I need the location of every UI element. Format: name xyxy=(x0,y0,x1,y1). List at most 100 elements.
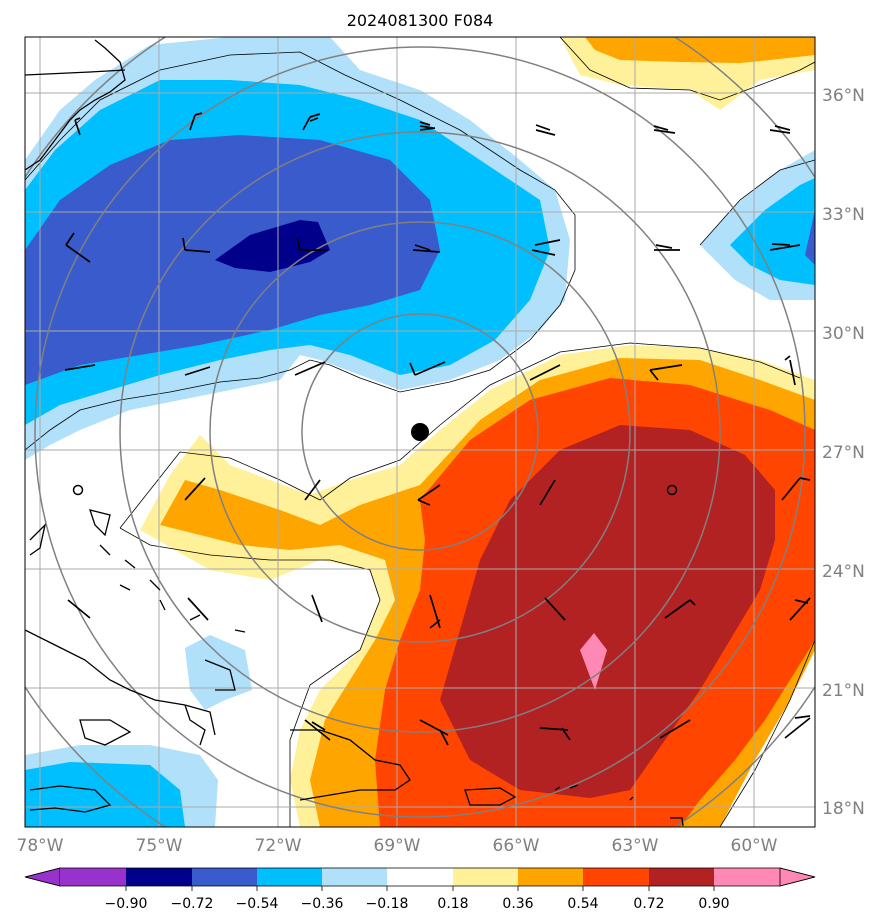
colorbar-label: 0.18 xyxy=(437,896,468,912)
wind-barb xyxy=(184,366,211,376)
colorbar-segment xyxy=(649,868,714,886)
shade-pos-036-north xyxy=(585,37,815,63)
contour-line xyxy=(699,159,815,246)
wind-barb xyxy=(535,124,556,136)
lon-tick-label: 75°W xyxy=(136,836,183,856)
colorbar-segment xyxy=(779,867,816,887)
colorbar-label: 0.54 xyxy=(567,896,598,912)
wind-barb xyxy=(184,477,206,501)
contour-line xyxy=(119,527,381,827)
wind-barb xyxy=(67,599,91,619)
colorbar-segment xyxy=(24,867,61,887)
colorbar-label: −0.72 xyxy=(171,896,214,912)
shade-pos-090-south xyxy=(580,633,607,690)
lat-tick-label: 33°N xyxy=(822,205,865,225)
lat-tick-label: 30°N xyxy=(822,324,865,344)
shade-pos-072-south xyxy=(440,425,775,798)
contour-line xyxy=(119,342,801,529)
storm-center-marker xyxy=(411,423,429,441)
colorbar-segment xyxy=(126,868,192,886)
lon-tick-labels: 78°W 75°W 72°W 69°W 66°W 63°W 60°W xyxy=(17,836,778,856)
colorbar-segment xyxy=(257,868,322,886)
colorbar-segment xyxy=(453,868,518,886)
lon-tick-label: 63°W xyxy=(612,836,659,856)
lon-tick-label: 72°W xyxy=(255,836,302,856)
contour-line xyxy=(25,51,576,451)
colorbar-outline xyxy=(24,867,816,887)
wind-barb xyxy=(187,597,209,621)
wind-barb xyxy=(653,125,676,134)
lat-tick-label: 36°N xyxy=(822,86,865,106)
wind-barb xyxy=(539,479,556,506)
wind-barb xyxy=(654,244,680,251)
colorbar: −0.90 −0.72 −0.54 −0.36 −0.18 0.18 0.36 … xyxy=(24,867,816,912)
lat-tick-label: 27°N xyxy=(822,443,865,463)
lat-tick-label: 24°N xyxy=(822,562,865,582)
colorbar-label: 0.90 xyxy=(698,896,729,912)
calm-marker xyxy=(72,484,84,496)
wind-barb xyxy=(409,361,446,376)
range-rings xyxy=(25,37,815,827)
colorbar-label: −0.18 xyxy=(366,896,409,912)
coastlines xyxy=(25,39,684,827)
lon-tick-label: 66°W xyxy=(493,836,540,856)
colorbar-label: −0.54 xyxy=(236,896,279,912)
wind-barb xyxy=(412,244,441,253)
wind-barb xyxy=(664,599,696,619)
colorbar-segment xyxy=(583,868,649,886)
wind-barb xyxy=(789,597,811,621)
shade-neg-036-ne xyxy=(730,178,815,285)
colorbar-segment xyxy=(192,868,257,886)
wind-barb xyxy=(659,719,691,739)
colorbar-label: −0.90 xyxy=(105,896,148,912)
lat-tick-label: 18°N xyxy=(822,799,865,819)
wind-barbs xyxy=(64,112,811,746)
wind-barb xyxy=(784,355,796,386)
wind-barb xyxy=(304,479,321,501)
colorbar-segment xyxy=(387,868,453,886)
wind-barb xyxy=(769,125,791,134)
wind-barb xyxy=(417,484,441,506)
lon-tick-label: 60°W xyxy=(731,836,778,856)
wind-barb xyxy=(64,364,96,371)
wind-barb xyxy=(294,361,326,376)
colorbar-segment xyxy=(60,868,126,886)
wind-barb xyxy=(74,117,81,136)
wind-barb xyxy=(419,121,436,131)
wind-barb xyxy=(539,727,571,741)
lon-tick-label: 78°W xyxy=(17,836,64,856)
wind-barb xyxy=(769,243,801,251)
contour-line xyxy=(719,639,815,827)
lon-tick-label: 69°W xyxy=(374,836,421,856)
wind-barb xyxy=(419,719,449,746)
wind-barb xyxy=(189,112,203,131)
gridlines xyxy=(25,37,815,827)
wind-barb xyxy=(784,715,811,739)
colorbar-label: −0.36 xyxy=(301,896,344,912)
colorbar-segment xyxy=(322,868,387,886)
calm-marker xyxy=(666,484,678,496)
chart-title: 2024081300 F084 xyxy=(347,11,494,30)
contour-line xyxy=(559,37,815,101)
wind-barb xyxy=(302,113,321,131)
colorbar-segment xyxy=(714,868,780,886)
lat-tick-label: 21°N xyxy=(822,681,865,701)
wind-barb xyxy=(304,719,331,741)
lat-tick-labels: 36°N 33°N 30°N 27°N 24°N 21°N 18°N xyxy=(822,86,865,819)
wind-barb xyxy=(296,237,328,251)
shade-neg-036-sw xyxy=(25,762,185,827)
colorbar-label: 0.72 xyxy=(633,896,664,912)
shade-neg-054-ne xyxy=(805,210,815,265)
wind-barb xyxy=(544,597,566,621)
wind-barb xyxy=(529,364,561,381)
wind-barb xyxy=(649,364,683,381)
wind-barb xyxy=(182,237,211,253)
map-area xyxy=(25,37,815,827)
colorbar-label: 0.36 xyxy=(502,896,533,912)
map-frame xyxy=(24,36,816,828)
colorbar-segment xyxy=(518,868,583,886)
wind-barb xyxy=(65,232,91,263)
wind-barb xyxy=(781,477,811,501)
